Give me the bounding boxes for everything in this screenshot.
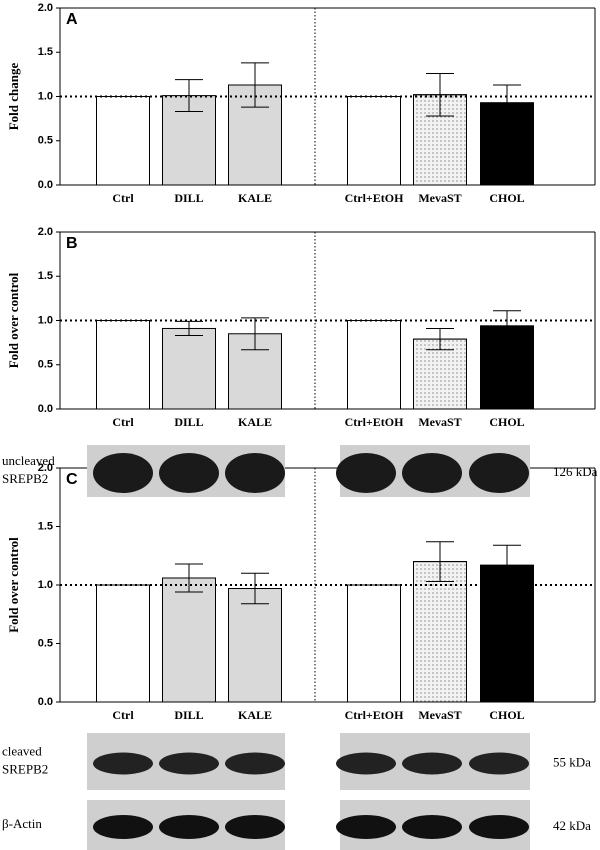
x-tick-label: KALE xyxy=(238,415,272,429)
x-tick-label: Ctrl xyxy=(112,191,134,205)
blot-band xyxy=(336,815,396,839)
bar xyxy=(96,584,150,703)
x-tick-label: CHOL xyxy=(489,415,524,429)
blot-band xyxy=(402,453,462,493)
error-bar xyxy=(426,327,454,351)
y-tick-label: 0.5 xyxy=(38,135,53,147)
x-tick-label: Ctrl xyxy=(112,708,134,722)
error-bar xyxy=(175,320,203,337)
x-tick-label: MevaST xyxy=(418,708,461,722)
x-tick-label: Ctrl+EtOH xyxy=(345,415,404,429)
blot-band xyxy=(336,453,396,493)
y-tick-label: 2.0 xyxy=(38,462,53,474)
x-tick-label: DILL xyxy=(174,191,203,205)
y-tick-label: 0.5 xyxy=(38,637,53,649)
y-tick-label: 1.5 xyxy=(38,46,53,58)
blot-band xyxy=(159,815,219,839)
bar xyxy=(228,588,282,703)
error-bar xyxy=(493,84,521,121)
bar xyxy=(347,320,401,410)
blot-band xyxy=(469,752,529,775)
blot-label: SREPB2 xyxy=(2,761,48,776)
error-bar xyxy=(241,317,269,351)
blot-label: cleaved xyxy=(2,743,42,758)
bar xyxy=(347,584,401,703)
bar xyxy=(162,577,216,703)
x-tick-label: Ctrl xyxy=(112,415,134,429)
error-bar xyxy=(241,572,269,605)
y-tick-label: 1.5 xyxy=(38,520,53,532)
y-tick-label: 1.0 xyxy=(38,314,53,326)
blot-band xyxy=(159,752,219,775)
x-tick-label: DILL xyxy=(174,415,203,429)
y-tick-label: 2.0 xyxy=(38,2,53,14)
bar xyxy=(162,327,216,410)
y-axis-label: Fold over control xyxy=(6,537,21,633)
blot-band xyxy=(402,752,462,775)
blot-size: 126 kDa xyxy=(553,464,598,479)
error-bar xyxy=(426,72,454,117)
bar xyxy=(96,96,150,186)
blot-label: β-Actin xyxy=(2,816,42,831)
x-tick-label: Ctrl+EtOH xyxy=(345,191,404,205)
blot-band xyxy=(93,752,153,775)
bar xyxy=(96,320,150,410)
x-tick-label: CHOL xyxy=(489,191,524,205)
x-tick-label: KALE xyxy=(238,708,272,722)
y-tick-label: 0.5 xyxy=(38,359,53,371)
error-bar xyxy=(241,62,269,108)
error-bar xyxy=(426,541,454,582)
blot-size: 55 kDa xyxy=(553,754,591,769)
panel-label: C xyxy=(66,471,78,488)
y-axis-label: Fold over control xyxy=(6,272,21,368)
blot-band xyxy=(93,453,153,493)
y-tick-label: 0.0 xyxy=(38,179,53,191)
bar xyxy=(480,564,534,703)
error-bar xyxy=(493,310,521,342)
x-tick-label: KALE xyxy=(238,191,272,205)
panel-label: B xyxy=(66,235,78,252)
blot-band xyxy=(402,815,462,839)
y-tick-label: 2.0 xyxy=(38,226,53,238)
bar xyxy=(347,96,401,186)
bar-pattern xyxy=(413,561,467,703)
error-bar xyxy=(175,563,203,593)
y-tick-label: 0.0 xyxy=(38,403,53,415)
blot-band xyxy=(225,815,285,839)
x-tick-label: CHOL xyxy=(489,708,524,722)
blot-label: SREPB2 xyxy=(2,471,48,486)
x-tick-label: DILL xyxy=(174,708,203,722)
x-tick-label: MevaST xyxy=(418,415,461,429)
blot-band xyxy=(225,453,285,493)
blot-band xyxy=(159,453,219,493)
error-bar xyxy=(175,79,203,113)
panel-label: A xyxy=(66,11,78,28)
y-tick-label: 0.0 xyxy=(38,696,53,708)
y-tick-label: 1.0 xyxy=(38,90,53,102)
x-tick-label: Ctrl+EtOH xyxy=(345,708,404,722)
blot-band xyxy=(225,752,285,775)
y-axis-label: Fold change xyxy=(6,63,21,131)
blot-band xyxy=(469,453,529,493)
blot-band xyxy=(336,752,396,775)
y-tick-label: 1.0 xyxy=(38,579,53,591)
blot-band xyxy=(469,815,529,839)
blot-label: uncleaved xyxy=(2,453,55,468)
x-tick-label: MevaST xyxy=(418,191,461,205)
y-tick-label: 1.5 xyxy=(38,270,53,282)
blot-band xyxy=(93,815,153,839)
blot-size: 42 kDa xyxy=(553,818,591,833)
bar xyxy=(228,84,282,186)
